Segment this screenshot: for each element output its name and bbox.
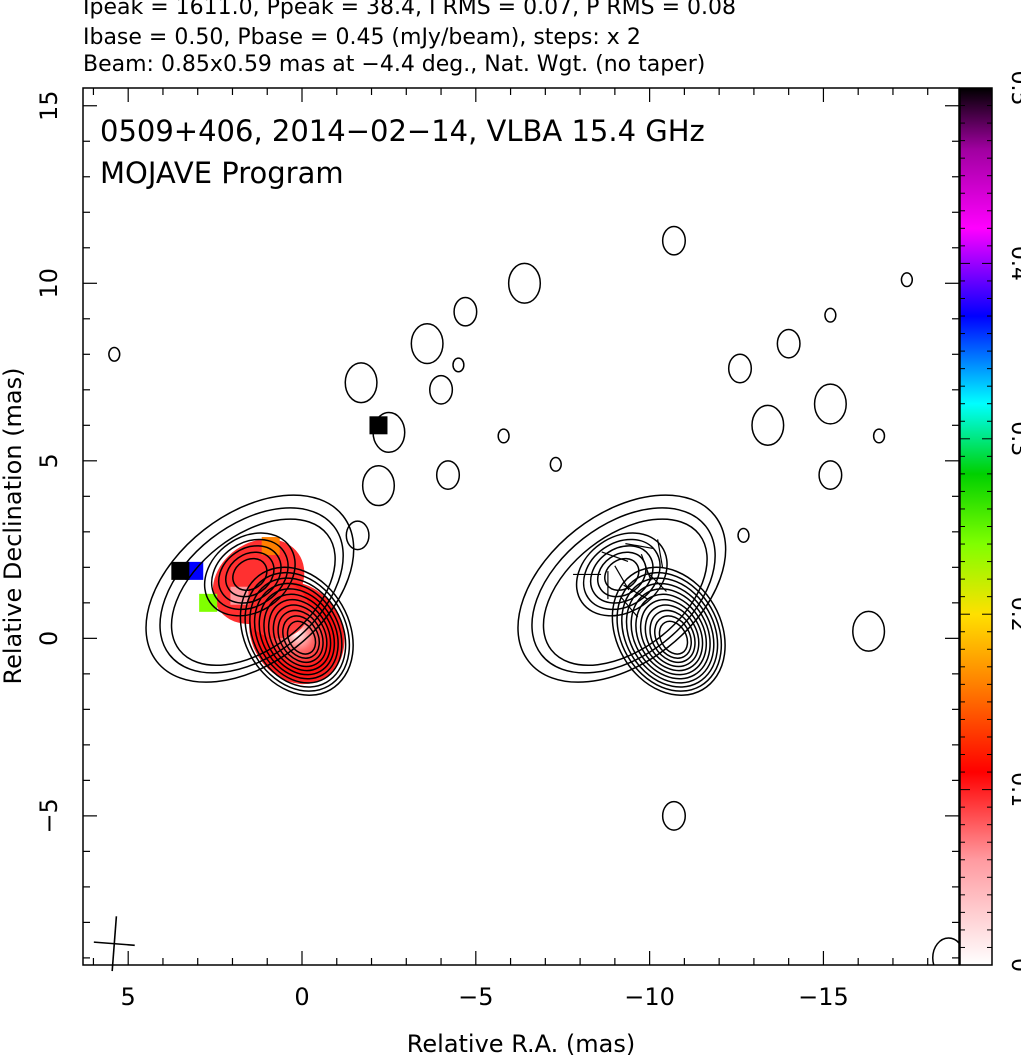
header-line-3: Beam: 0.85x0.59 mas at −4.4 deg., Nat. W… [83, 52, 706, 77]
left-source-envelope-contour [170, 518, 336, 667]
y-tick-label: 5 [35, 453, 63, 468]
left-source-jet-contour [225, 551, 275, 598]
left-source-envelope-contour [145, 494, 355, 683]
polarization-vector [619, 595, 639, 618]
colorbar-tick-label: 0.4 [1006, 246, 1021, 281]
colorbar-ticks [960, 87, 992, 966]
polarization-vector [625, 543, 654, 550]
noise-contour [852, 610, 886, 652]
left-source-envelope-contour [159, 507, 344, 674]
left-source-jet-contour [232, 557, 268, 591]
x-tick-label: −5 [458, 983, 493, 1011]
noise-contour [429, 374, 454, 405]
y-tick-label: 10 [35, 268, 63, 299]
right-source-envelope-contour [531, 507, 716, 674]
noise-contour [549, 456, 562, 472]
noise-contour [727, 353, 753, 384]
colorbar-tick-label: 0.2 [1006, 597, 1021, 632]
right-source-envelope-contour [542, 518, 708, 667]
colorbar [960, 88, 992, 965]
polarization-patch [369, 416, 388, 435]
noise-contour [372, 411, 406, 454]
noise-contour [361, 465, 396, 507]
noise-contour [410, 323, 444, 365]
noise-contour [776, 328, 801, 359]
x-tick-label: 5 [121, 983, 136, 1011]
noise-contour [900, 272, 914, 288]
beam-minor-axis [93, 941, 135, 947]
y-tick-label: 0 [35, 631, 63, 646]
noise-contour [818, 460, 843, 490]
noise-contour [661, 225, 687, 256]
polarization-vector [640, 553, 652, 581]
noise-contour [813, 383, 847, 425]
noise-contour [497, 428, 510, 444]
left-source-core-contour [239, 566, 354, 696]
beam-marker [93, 916, 135, 972]
x-tick-label: −15 [798, 983, 849, 1011]
polarization-patch [199, 593, 218, 612]
noise-contour [452, 357, 465, 373]
plot-frame [82, 87, 960, 966]
noise-contour [872, 428, 886, 444]
right-source-core-contour [639, 598, 704, 672]
chart-title-line-2: MOJAVE Program [100, 156, 344, 190]
right-source-envelope-contour [517, 494, 727, 683]
right-source-core-contour [635, 593, 708, 676]
axis-ticks [83, 88, 959, 965]
noise-contour [435, 460, 461, 490]
y-axis-label: Relative Declination (mas) [0, 367, 27, 684]
x-tick-label: −10 [624, 983, 675, 1011]
polarization-patch [261, 537, 280, 556]
polarization-vector [623, 584, 649, 600]
left-source-jet-contour [210, 538, 289, 611]
left-source-jet-contour [217, 545, 282, 604]
y-tick-label: −5 [35, 798, 63, 833]
chart-title-line-1: 0509+406, 2014−02−14, VLBA 15.4 GHz [100, 114, 705, 148]
left-source-core-contour [263, 593, 336, 676]
left-source-core-contour [258, 588, 339, 680]
colorbar-tick-label: 0.3 [1006, 421, 1021, 456]
noise-contour [751, 404, 785, 446]
noise-contour [737, 527, 750, 543]
noise-contour [932, 937, 959, 965]
right-source-jet-contour [604, 557, 640, 591]
noise-contour [344, 362, 378, 404]
contour-layer [108, 225, 959, 965]
noise-contour [507, 262, 542, 304]
noise-contour [453, 296, 478, 327]
left-source-core-contour [267, 598, 332, 672]
colorbar-labels: 0 0.1 0.2 0.3 0.4 0.5 [1006, 71, 1021, 973]
axis-tick-labels: 5 0 −5 −10 −15 −5 0 5 10 15 [35, 90, 849, 1011]
right-source-core-contour [611, 566, 726, 696]
polarization-vector [646, 571, 667, 592]
x-axis-label: Relative R.A. (mas) [407, 1030, 635, 1058]
header-line-1: Ipeak = 1611.0, Ppeak = 38.4, I RMS = 0.… [83, 0, 736, 20]
right-source-core-contour [630, 588, 711, 680]
polarization-vector [657, 539, 664, 568]
header-line-2: Ibase = 0.50, Pbase = 0.45 (mJy/beam), s… [83, 25, 641, 50]
noise-contour [345, 520, 370, 551]
left-source-jet-contour [203, 532, 296, 617]
x-tick-label: 0 [294, 983, 309, 1011]
right-source-jet-contour [582, 538, 661, 611]
colorbar-tick-label: 0.5 [1006, 71, 1021, 106]
noise-contour [824, 307, 837, 323]
noise-contour [661, 800, 687, 831]
colorbar-tick-label: 0 [1006, 958, 1021, 972]
right-source-jet-contour [575, 532, 668, 617]
polarization-vector [614, 565, 630, 591]
polarization-vector [601, 551, 629, 563]
colorbar-tick-label: 0.1 [1006, 772, 1021, 807]
y-tick-label: 15 [35, 90, 63, 121]
noise-contour [108, 346, 121, 362]
